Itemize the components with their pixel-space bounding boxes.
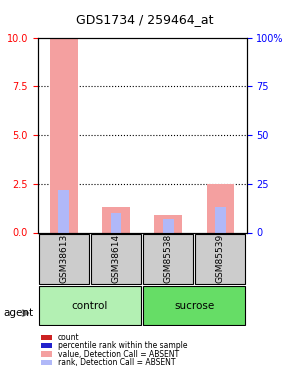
Text: count: count: [58, 333, 80, 342]
Bar: [155, 215, 182, 232]
FancyBboxPatch shape: [143, 286, 245, 326]
FancyBboxPatch shape: [39, 234, 89, 284]
Text: value, Detection Call = ABSENT: value, Detection Call = ABSENT: [58, 350, 179, 358]
Bar: [163, 219, 174, 232]
FancyBboxPatch shape: [91, 234, 141, 284]
Text: GDS1734 / 259464_at: GDS1734 / 259464_at: [76, 13, 214, 26]
Text: GSM38614: GSM38614: [111, 234, 121, 284]
Text: rank, Detection Call = ABSENT: rank, Detection Call = ABSENT: [58, 358, 175, 367]
Text: sucrose: sucrose: [174, 301, 214, 310]
Text: control: control: [72, 301, 108, 310]
Bar: [58, 190, 69, 232]
Bar: [207, 184, 234, 232]
Bar: [102, 207, 130, 232]
Text: GSM85538: GSM85538: [164, 234, 173, 284]
Text: GSM85539: GSM85539: [216, 234, 225, 284]
FancyBboxPatch shape: [143, 234, 193, 284]
Text: agent: agent: [3, 308, 33, 318]
Bar: [110, 213, 122, 232]
FancyBboxPatch shape: [39, 286, 141, 326]
Text: percentile rank within the sample: percentile rank within the sample: [58, 341, 188, 350]
FancyBboxPatch shape: [195, 234, 245, 284]
Bar: [215, 207, 226, 232]
Bar: [50, 39, 77, 232]
Text: GSM38613: GSM38613: [59, 234, 68, 284]
